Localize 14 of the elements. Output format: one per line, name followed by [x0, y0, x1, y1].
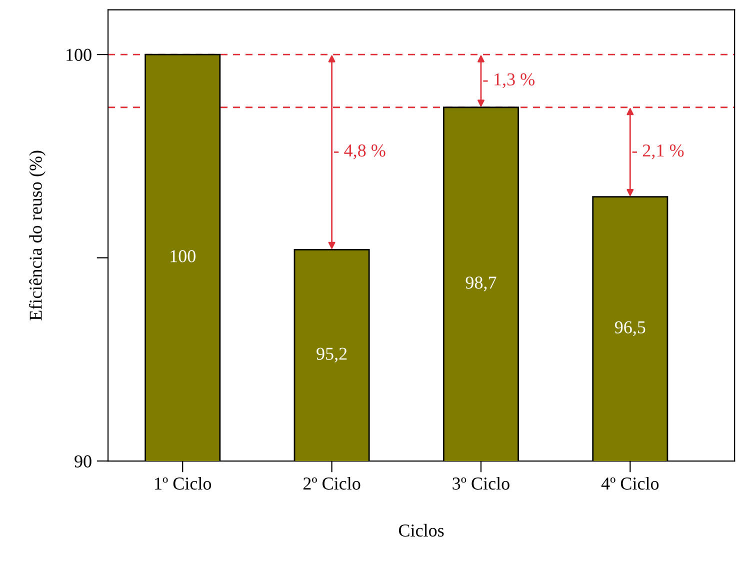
- data-label: 95,2: [316, 348, 347, 362]
- x-tick-label: 3º Ciclo: [452, 476, 510, 490]
- x-tick-label: 2º Ciclo: [303, 476, 360, 490]
- annotation: - 2,1 %: [632, 144, 684, 160]
- y-tick-label: 90: [74, 455, 92, 468]
- annotation: - 4,8 %: [334, 144, 386, 160]
- x-axis-title: Ciclos: [398, 524, 444, 537]
- x-tick-label: 4º Ciclo: [601, 476, 659, 490]
- data-label: 96,5: [614, 321, 646, 336]
- x-tick-label: 1º Ciclo: [155, 476, 212, 490]
- data-label: 98,7: [466, 276, 496, 292]
- y-axis-title: Eficiência do reuso (%): [28, 150, 46, 320]
- data-label: 100: [170, 250, 196, 262]
- annotation: - 1,3 %: [483, 73, 535, 88]
